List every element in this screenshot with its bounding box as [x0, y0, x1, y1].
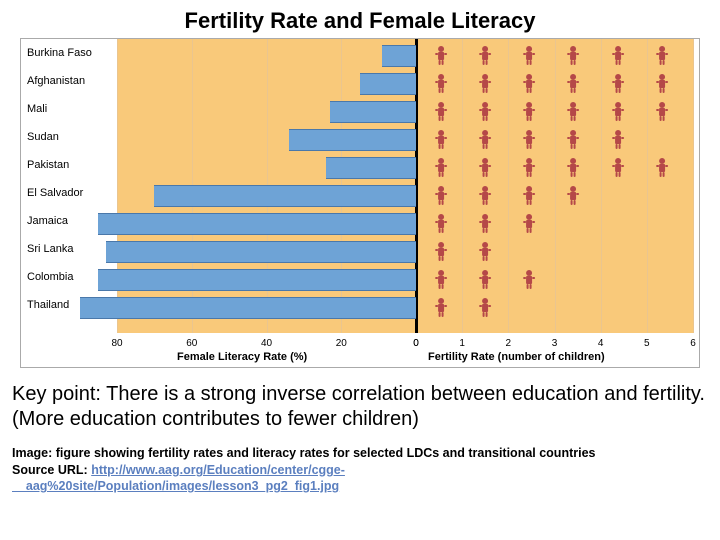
x-tick-label: 60 [186, 338, 197, 349]
country-label: Pakistan [27, 159, 69, 171]
x-tick-label: 0 [413, 338, 419, 349]
country-label: Mali [27, 103, 47, 115]
country-label: Sri Lanka [27, 243, 73, 255]
source-line: Source URL: http://www.aag.org/Education… [0, 462, 720, 495]
child-icon [552, 157, 594, 179]
child-icon [420, 185, 462, 207]
fertility-pictograph [418, 297, 695, 319]
child-icon [464, 213, 506, 235]
literacy-bar [382, 45, 416, 67]
country-label: Burkina Faso [27, 47, 92, 59]
child-icon [508, 45, 550, 67]
child-icon [508, 185, 550, 207]
child-icon [464, 297, 506, 319]
literacy-bar [80, 297, 416, 319]
slide: Fertility Rate and Female Literacy 80604… [0, 0, 720, 540]
fertility-pictograph [418, 185, 695, 207]
literacy-bar [154, 185, 416, 207]
chart-container: 8060402000123456Female Literacy Rate (%)… [20, 38, 700, 368]
child-icon [552, 129, 594, 151]
x-tick-label: 3 [552, 338, 558, 349]
child-icon [420, 241, 462, 263]
child-icon [508, 101, 550, 123]
country-label: El Salvador [27, 187, 83, 199]
country-label: Afghanistan [27, 75, 85, 87]
child-icon [420, 129, 462, 151]
x-tick-label: 40 [261, 338, 272, 349]
child-icon [508, 213, 550, 235]
image-caption: Image: figure showing fertility rates an… [0, 440, 720, 462]
fertility-pictograph [418, 101, 695, 123]
literacy-bar [330, 101, 416, 123]
literacy-bar [98, 269, 416, 291]
literacy-bar [326, 157, 416, 179]
left-axis-title: Female Literacy Rate (%) [177, 351, 307, 363]
x-tick-label: 80 [111, 338, 122, 349]
child-icon [597, 45, 639, 67]
child-icon [464, 157, 506, 179]
child-icon [641, 157, 683, 179]
child-icon [420, 213, 462, 235]
source-prefix: Source URL: [12, 463, 91, 477]
x-tick-label: 2 [506, 338, 512, 349]
child-icon [420, 297, 462, 319]
country-label: Colombia [27, 271, 73, 283]
fertility-pictograph [418, 129, 695, 151]
child-icon [597, 157, 639, 179]
key-point-text: Key point: There is a strong inverse cor… [0, 372, 720, 440]
child-icon [508, 157, 550, 179]
country-label: Jamaica [27, 215, 68, 227]
x-tick-label: 1 [459, 338, 465, 349]
child-icon [552, 45, 594, 67]
child-icon [420, 73, 462, 95]
literacy-bar [289, 129, 416, 151]
paired-bar-chart: 8060402000123456Female Literacy Rate (%)… [21, 39, 699, 367]
child-icon [420, 45, 462, 67]
x-tick-label: 5 [644, 338, 650, 349]
fertility-pictograph [418, 157, 695, 179]
right-axis-title: Fertility Rate (number of children) [428, 351, 605, 363]
fertility-pictograph [418, 45, 695, 67]
literacy-bar [106, 241, 416, 263]
child-icon [464, 185, 506, 207]
child-icon [552, 73, 594, 95]
country-label: Sudan [27, 131, 59, 143]
child-icon [508, 73, 550, 95]
child-icon [464, 269, 506, 291]
child-icon [552, 101, 594, 123]
child-icon [641, 45, 683, 67]
child-icon [464, 101, 506, 123]
child-icon [508, 129, 550, 151]
child-icon [597, 101, 639, 123]
child-icon [464, 129, 506, 151]
x-tick-label: 4 [598, 338, 604, 349]
literacy-bar [98, 213, 416, 235]
country-label: Thailand [27, 299, 69, 311]
child-icon [597, 73, 639, 95]
fertility-pictograph [418, 269, 695, 291]
child-icon [420, 157, 462, 179]
child-icon [508, 269, 550, 291]
child-icon [464, 241, 506, 263]
child-icon [641, 73, 683, 95]
x-tick-label: 6 [690, 338, 696, 349]
fertility-pictograph [418, 73, 695, 95]
slide-title: Fertility Rate and Female Literacy [0, 0, 720, 38]
literacy-bar [360, 73, 416, 95]
child-icon [641, 101, 683, 123]
child-icon [597, 129, 639, 151]
child-icon [552, 185, 594, 207]
child-icon [420, 101, 462, 123]
child-icon [464, 73, 506, 95]
fertility-pictograph [418, 241, 695, 263]
fertility-pictograph [418, 213, 695, 235]
x-tick-label: 20 [336, 338, 347, 349]
child-icon [420, 269, 462, 291]
child-icon [464, 45, 506, 67]
